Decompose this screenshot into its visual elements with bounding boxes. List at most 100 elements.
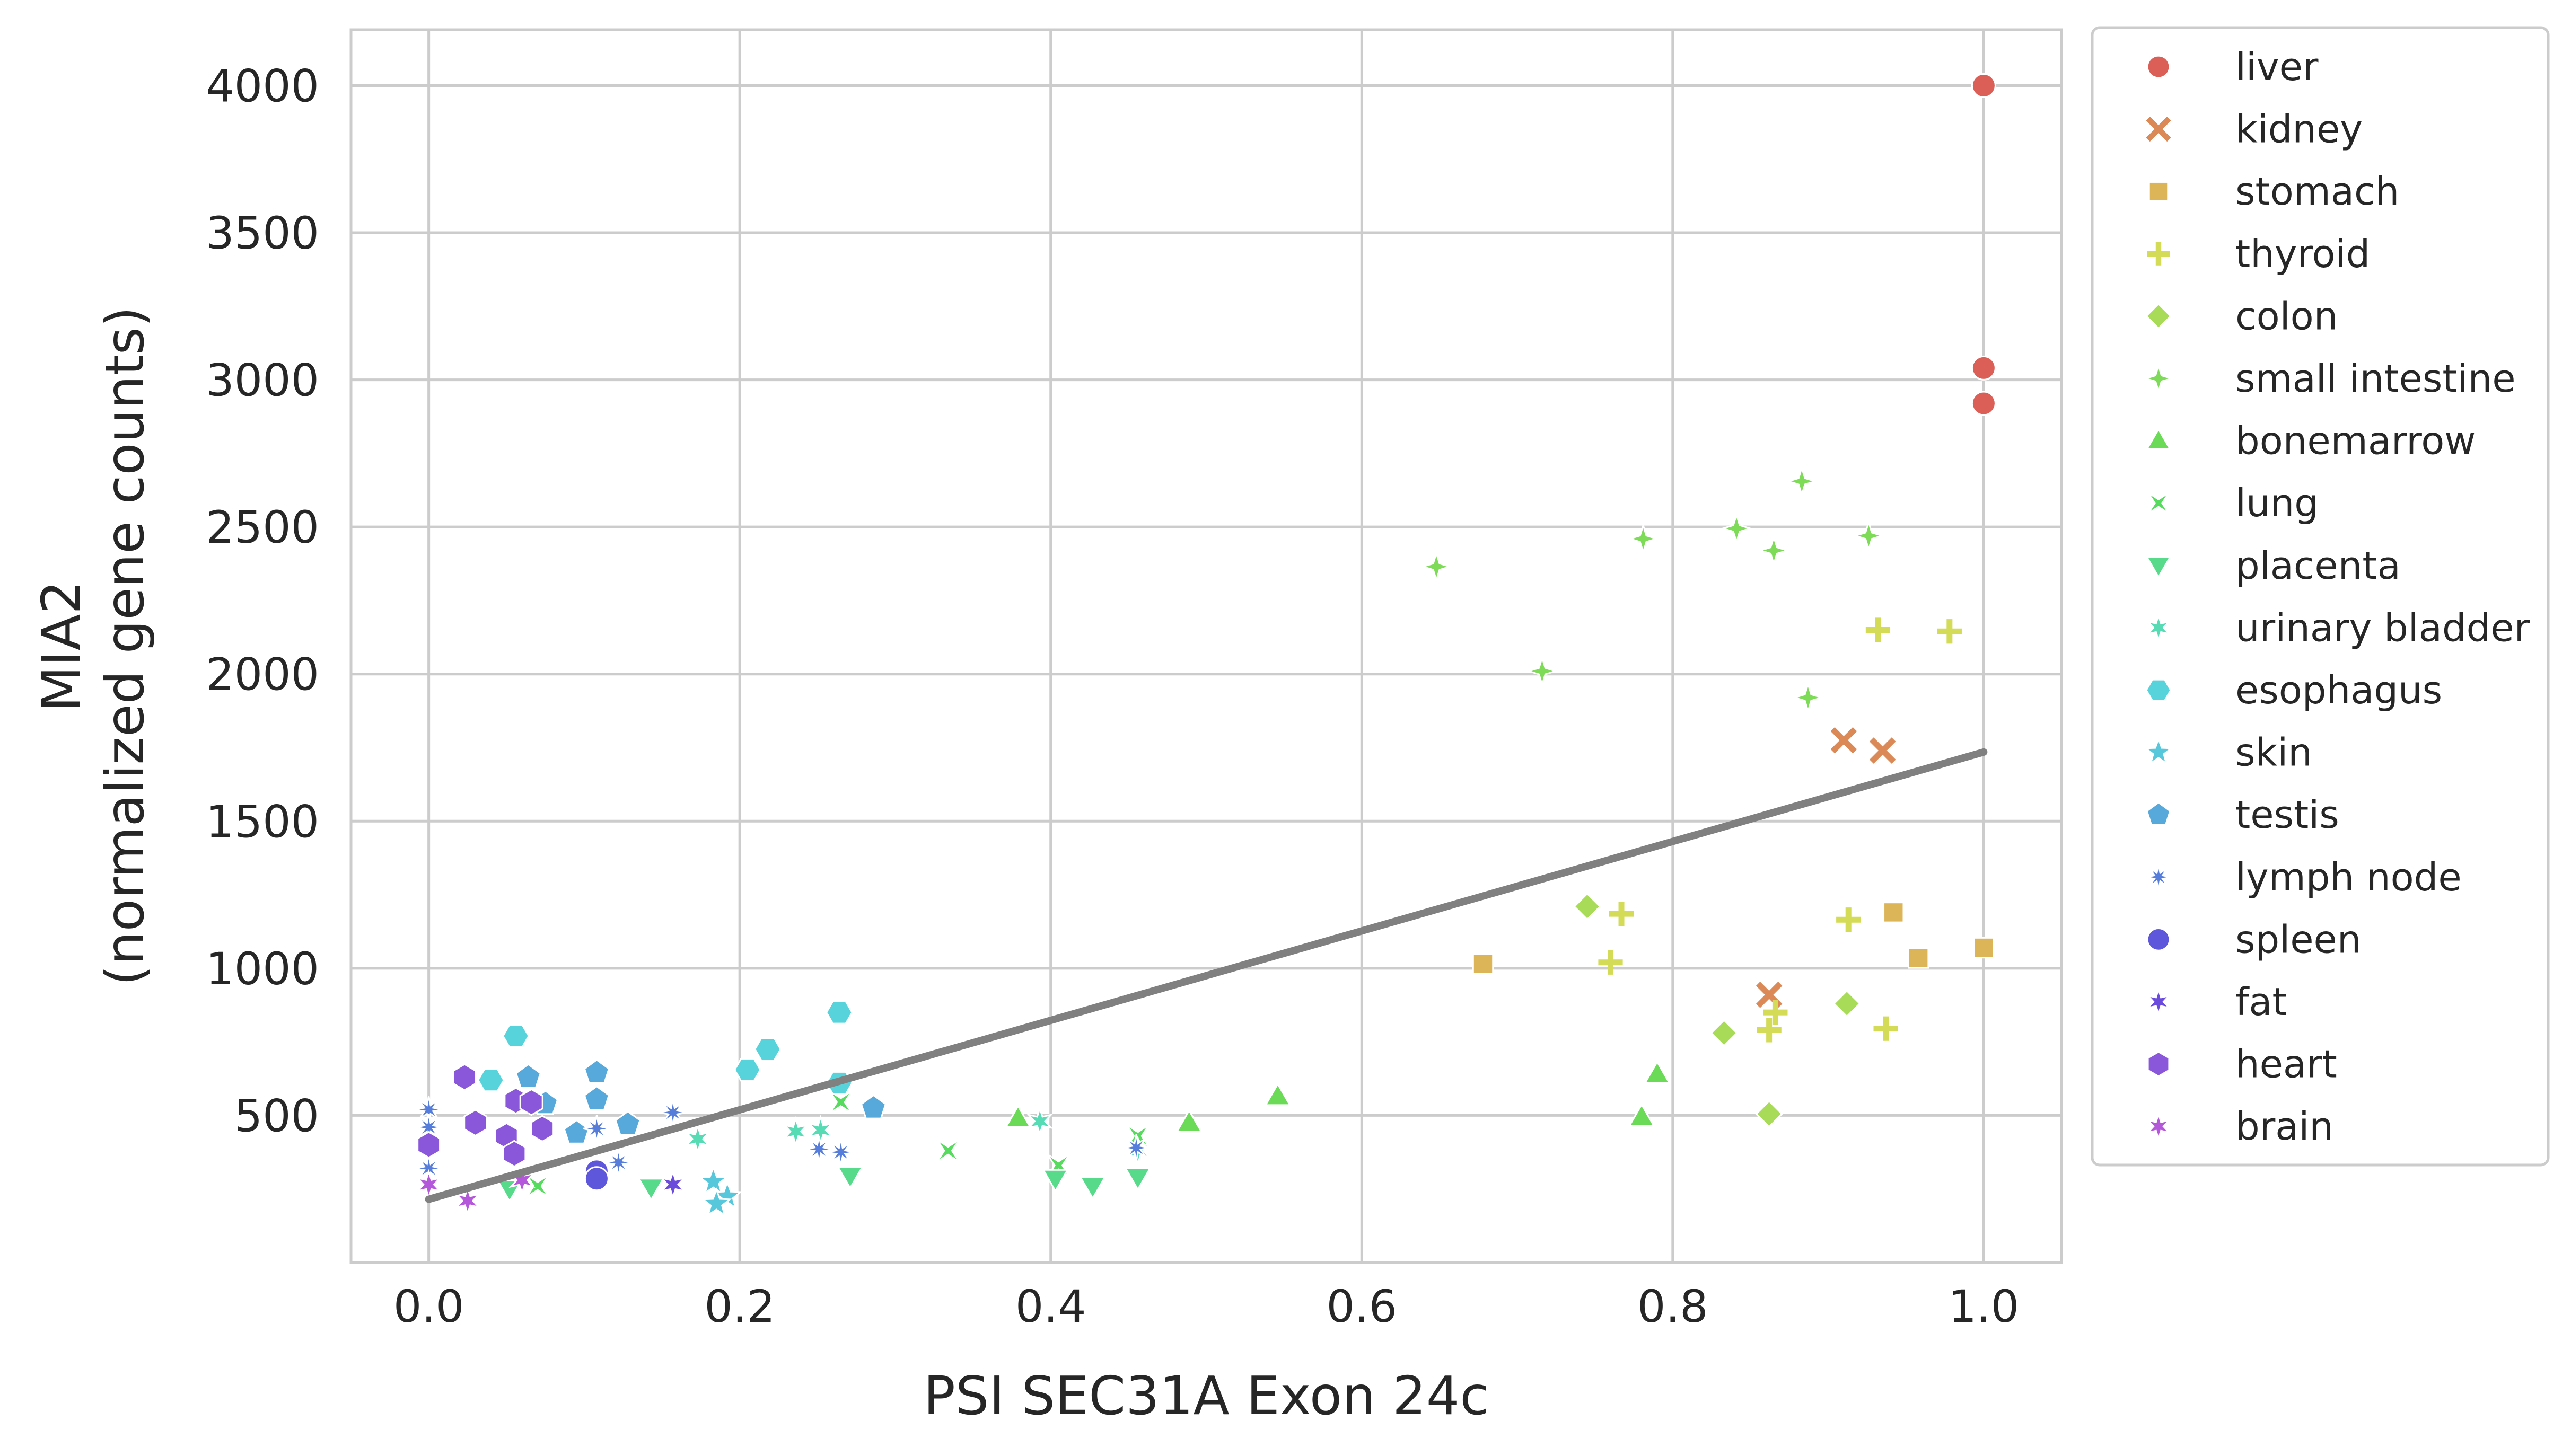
data-point [1720, 512, 1753, 545]
data-point [659, 1169, 687, 1201]
x-tick-label: 0.4 [1015, 1281, 1086, 1333]
series-stomach [1472, 902, 1995, 975]
data-point [1420, 550, 1453, 583]
x-tick-label: 1.0 [1949, 1281, 2020, 1333]
data-point [1627, 522, 1660, 555]
legend-marker [2143, 737, 2174, 765]
data-point [525, 1174, 550, 1198]
legend-label: testis [2235, 792, 2339, 837]
legend-label: small intestine [2235, 356, 2516, 401]
data-point [502, 1024, 530, 1048]
data-point [583, 1085, 610, 1110]
legend-marker [2145, 987, 2172, 1017]
legend-marker [2145, 678, 2172, 702]
data-point [1971, 391, 1996, 416]
data-point [1883, 902, 1905, 923]
legend-marker [2147, 242, 2170, 266]
legend-label: placenta [2235, 543, 2401, 588]
data-point [829, 1090, 853, 1114]
regression-line [425, 748, 1988, 1203]
data-point [1042, 1169, 1069, 1193]
data-point [805, 1135, 833, 1163]
data-point [604, 1149, 632, 1176]
x-tick-label: 0.0 [393, 1281, 464, 1333]
legend-marker [2145, 427, 2172, 450]
data-point [417, 1131, 441, 1159]
series-fat [659, 1169, 687, 1201]
data-point [1830, 727, 1857, 754]
data-point [1710, 1019, 1738, 1047]
data-point [1757, 534, 1790, 567]
y-tick-label: 1000 [206, 943, 319, 995]
data-point [1971, 355, 1996, 381]
series-lymph-node [415, 1096, 1150, 1182]
legend-label: heart [2235, 1042, 2337, 1087]
legend-marker [2143, 363, 2174, 394]
data-point [1526, 655, 1558, 687]
legend-marker [2147, 1051, 2170, 1078]
y-tick-label: 2500 [206, 501, 319, 553]
data-point [1907, 947, 1929, 969]
series-heart [417, 1063, 555, 1168]
data-point [1079, 1176, 1107, 1200]
legend-label: thyroid [2235, 232, 2370, 276]
data-point [1628, 1103, 1655, 1127]
series-skin [698, 1165, 743, 1217]
legend-marker [2146, 117, 2171, 142]
data-point [936, 1139, 960, 1163]
x-axis-label: PSI SEC31A Exon 24c [924, 1365, 1489, 1427]
data-point [452, 1063, 477, 1091]
legend-marker [2145, 864, 2172, 890]
data-point [583, 1058, 610, 1084]
series-colon [1573, 892, 1861, 1128]
data-point [1124, 1168, 1152, 1192]
legend-label: bonemarrow [2235, 419, 2476, 463]
legend-marker [2145, 1111, 2172, 1142]
x-tick-label: 0.8 [1637, 1281, 1708, 1333]
data-point [659, 1099, 687, 1126]
legend-label: lung [2235, 481, 2319, 525]
y-tick-label: 3000 [206, 355, 319, 407]
data-point [1869, 737, 1896, 764]
legend-label: stomach [2235, 169, 2399, 214]
data-point [530, 1115, 555, 1143]
data-point [1973, 937, 1995, 959]
data-point [1852, 519, 1885, 552]
data-point [1609, 902, 1634, 926]
legend-marker [2145, 303, 2172, 330]
data-point [1472, 953, 1494, 975]
data-point [1598, 950, 1623, 975]
data-point [1836, 907, 1861, 932]
data-point [782, 1116, 810, 1148]
series-bonemarrow [1004, 1060, 1671, 1133]
data-point [825, 1000, 853, 1025]
data-point [1832, 990, 1861, 1018]
data-point [684, 1123, 712, 1154]
x-tick-label: 0.6 [1326, 1281, 1397, 1333]
y-tick-label: 4000 [206, 60, 319, 112]
data-point [1004, 1104, 1032, 1128]
legend-box [2091, 26, 2550, 1167]
y-tick-label: 500 [234, 1090, 319, 1142]
data-points [415, 73, 1996, 1217]
data-point [1971, 73, 1996, 98]
series-kidney [1756, 727, 1896, 1008]
data-point [754, 1037, 782, 1061]
legend-label: fat [2235, 980, 2287, 1024]
grid [351, 30, 2061, 1263]
data-point [637, 1178, 665, 1202]
data-point [615, 1110, 641, 1136]
legend-marker [2145, 613, 2172, 643]
legend-label: skin [2235, 730, 2312, 775]
y-tick-label: 2000 [206, 649, 319, 701]
legend-marker [2148, 181, 2169, 202]
y-tick-label: 1500 [206, 796, 319, 848]
data-point [584, 1166, 609, 1192]
data-point [1122, 1134, 1150, 1162]
y-axis-label-line: MIA2 [30, 580, 92, 712]
legend-marker [2145, 556, 2172, 579]
data-point [1873, 1016, 1898, 1041]
data-point [1026, 1106, 1054, 1137]
legend-label: liver [2235, 45, 2319, 89]
